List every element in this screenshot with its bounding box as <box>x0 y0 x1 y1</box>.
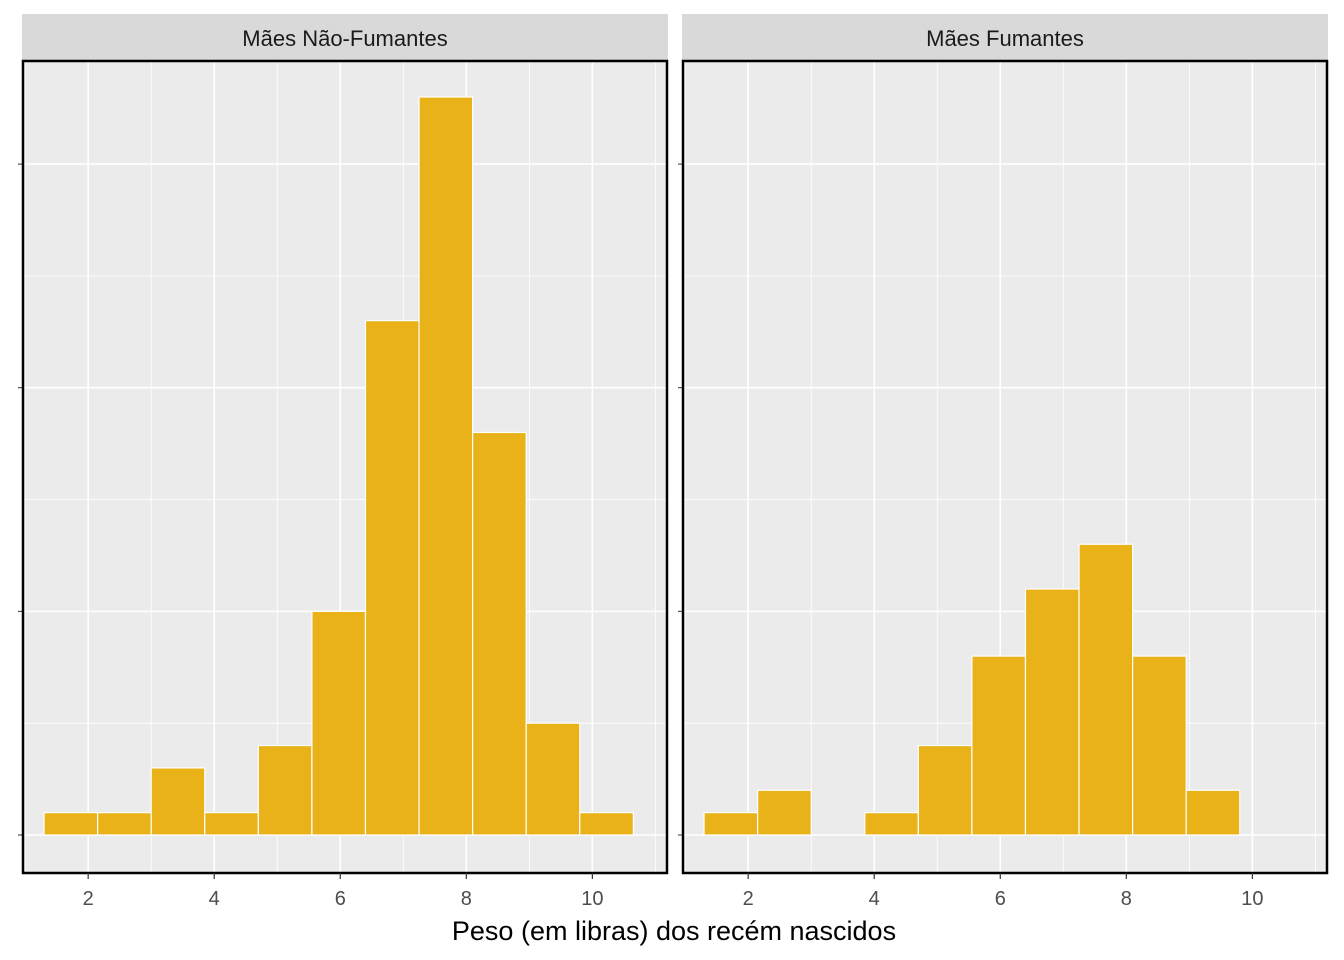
x-tick-label: 6 <box>335 888 346 910</box>
x-tick-label: 2 <box>83 888 94 910</box>
histogram-bar <box>257 744 313 836</box>
facet-panel-1: Mães Não-Fumantes 2 4 6 8 10 <box>18 14 669 910</box>
histogram-bar <box>757 789 812 836</box>
histogram-bar <box>1185 789 1241 836</box>
histogram-bar <box>703 812 759 836</box>
facet-strip-label: Mães Não-Fumantes <box>242 26 447 51</box>
x-tick-label: 6 <box>995 888 1006 910</box>
x-tick-label: 4 <box>209 888 220 910</box>
histogram-bar <box>97 812 152 836</box>
x-tick-label: 10 <box>581 888 603 910</box>
histogram-bar <box>917 744 973 836</box>
x-tick-label: 8 <box>1121 888 1132 910</box>
histogram-bar <box>418 96 474 836</box>
x-tick-label: 8 <box>461 888 472 910</box>
histogram-bar <box>364 320 420 836</box>
histogram-bar <box>150 767 206 836</box>
facet-panel-2: Mães Fumantes 2 4 6 8 10 <box>678 14 1329 910</box>
histogram-bar <box>579 812 634 836</box>
facet-strip-label: Mães Fumantes <box>926 26 1084 51</box>
histogram-bar <box>1024 588 1080 836</box>
panel-border <box>681 59 1329 875</box>
histogram-bar <box>971 655 1027 836</box>
histogram-bar <box>472 431 527 836</box>
histogram-bar <box>1078 543 1134 836</box>
histogram-bar <box>43 812 99 836</box>
facet-strip <box>682 14 1328 61</box>
histogram-bar <box>525 722 581 836</box>
x-tick-label: 4 <box>869 888 880 910</box>
x-axis-title: Peso (em libras) dos recém nascidos <box>452 916 896 946</box>
histogram-bar <box>204 812 259 836</box>
x-tick-label: 2 <box>743 888 754 910</box>
histogram-bar <box>864 812 919 836</box>
panel-border <box>21 59 669 875</box>
histogram-bar <box>311 610 367 836</box>
facet-strip <box>22 14 668 61</box>
x-tick-label: 10 <box>1241 888 1263 910</box>
histogram-bar <box>1132 655 1187 836</box>
facet-panels: Mães Não-Fumantes 2 4 6 8 10 Mães Fumantes 2 4 6 8… <box>18 14 1329 910</box>
